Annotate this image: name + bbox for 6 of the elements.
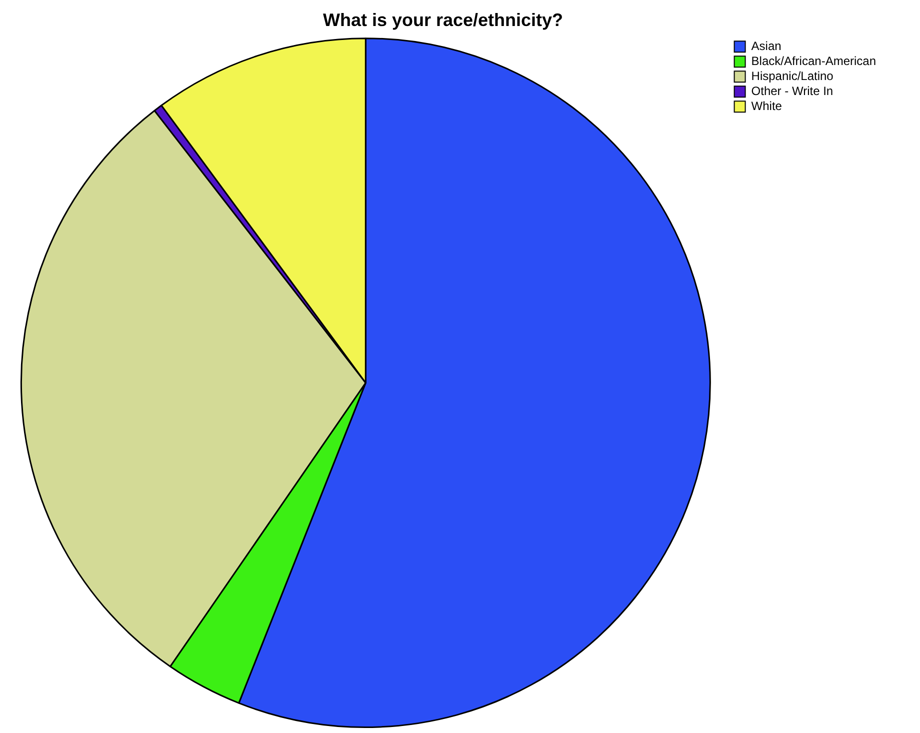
legend-label: Asian <box>751 38 782 53</box>
legend-label: Other - Write In <box>751 84 834 98</box>
legend-label: Black/African-American <box>751 54 876 68</box>
legend-label: White <box>751 98 782 113</box>
chart-title: What is your race/ethnicity? <box>322 10 564 30</box>
legend-label: Hispanic/Latino <box>751 68 834 83</box>
